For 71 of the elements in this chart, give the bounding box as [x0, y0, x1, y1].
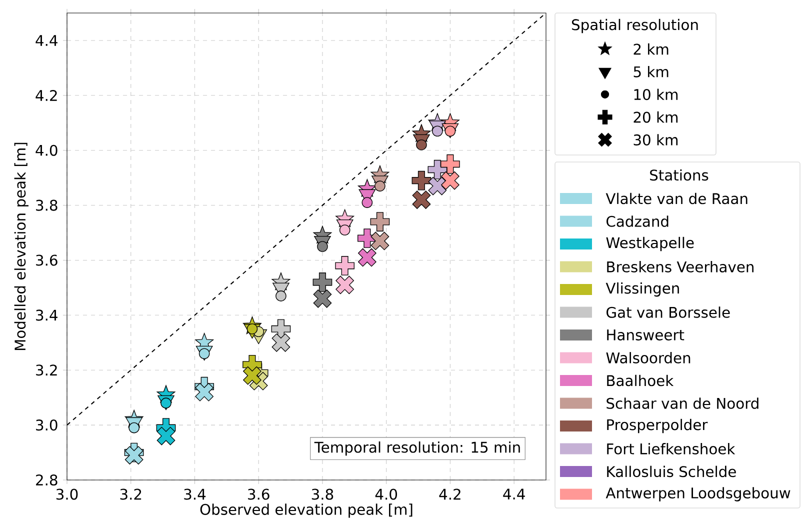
- x-tick-label: 4.4: [503, 488, 525, 500]
- point: [272, 333, 290, 352]
- point: [428, 176, 447, 196]
- legend-label: Baalhoek: [607, 374, 674, 386]
- point: [195, 382, 214, 402]
- point: [313, 290, 332, 308]
- point: [412, 190, 431, 209]
- point: [160, 398, 172, 408]
- y-tick-label: 4.2: [36, 90, 57, 101]
- legend-label: Antwerpen Loodsgebouw: [606, 487, 790, 502]
- point: [416, 139, 427, 150]
- point: [128, 422, 140, 434]
- legend-label: Schaar van de Noord: [606, 398, 758, 409]
- text: Stations: [650, 169, 708, 181]
- point: [339, 224, 350, 236]
- y-tick-label: 3.4: [36, 310, 58, 321]
- point: [335, 256, 354, 276]
- x-tick-label: 3.2: [120, 488, 142, 500]
- point: [358, 248, 376, 267]
- legend-label: Walsoorden: [606, 352, 690, 364]
- text: 5 km: [634, 66, 668, 78]
- point: [374, 180, 386, 192]
- y-tick-label: 3.2: [36, 364, 57, 376]
- point: [432, 126, 443, 137]
- y-axis-title: Modelled elevation peak [m]: [14, 142, 28, 350]
- annotation: Temporal resolution: 15 min: [314, 441, 520, 456]
- point: [370, 232, 390, 250]
- legend-label: Gat van Borssele: [606, 306, 730, 318]
- legend-label: Kallosluis Schelde: [607, 466, 736, 478]
- point: [124, 446, 144, 464]
- legend-label: Vlakte van de Raan: [606, 192, 748, 204]
- y-tick-label: 3.6: [36, 254, 58, 266]
- point: [362, 197, 373, 208]
- point: [198, 348, 210, 360]
- point: [276, 290, 286, 302]
- text: 30 km: [634, 134, 678, 146]
- y-tick-label: 3.0: [36, 420, 58, 431]
- text: 10 km: [634, 88, 678, 100]
- legend-label: Fort Liefkenshoek: [607, 443, 736, 454]
- x-tick-label: 4.0: [375, 488, 398, 500]
- legend-label: Breskens Veerhaven: [607, 261, 754, 272]
- x-tick-label: 3.4: [184, 488, 206, 500]
- point: [444, 126, 456, 137]
- point: [441, 171, 460, 190]
- x-tick-label: 4.2: [439, 488, 460, 500]
- point: [317, 241, 328, 252]
- legend-label: Prosperpolder: [607, 418, 708, 434]
- point: [370, 212, 390, 232]
- text: 20 km: [634, 111, 678, 123]
- y-tick-label: 2.8: [36, 474, 58, 486]
- point: [243, 366, 262, 385]
- x-tick-label: 3.6: [248, 488, 270, 500]
- point: [312, 272, 332, 292]
- legend-label: Cadzand: [606, 216, 668, 227]
- point: [440, 154, 460, 174]
- y-tick-label: 4.4: [36, 35, 58, 46]
- point: [271, 319, 291, 339]
- legend-label: Westkapelle: [606, 236, 694, 252]
- x-tick-label: 3.8: [312, 488, 334, 500]
- point: [246, 324, 258, 334]
- text: 2 km: [634, 43, 668, 55]
- point: [156, 426, 176, 446]
- legend-title: Spatial resolution: [572, 18, 698, 34]
- y-tick-label: 4.0: [36, 144, 58, 156]
- legend-label: Hansweert: [607, 330, 684, 340]
- legend-label: Vlissingen: [606, 282, 679, 297]
- x-tick-label: 3.0: [56, 488, 78, 500]
- y-tick-label: 3.8: [36, 200, 58, 211]
- point: [336, 276, 354, 294]
- point: [412, 170, 432, 190]
- x-axis-title: Observed elevation peak [m]: [200, 504, 412, 518]
